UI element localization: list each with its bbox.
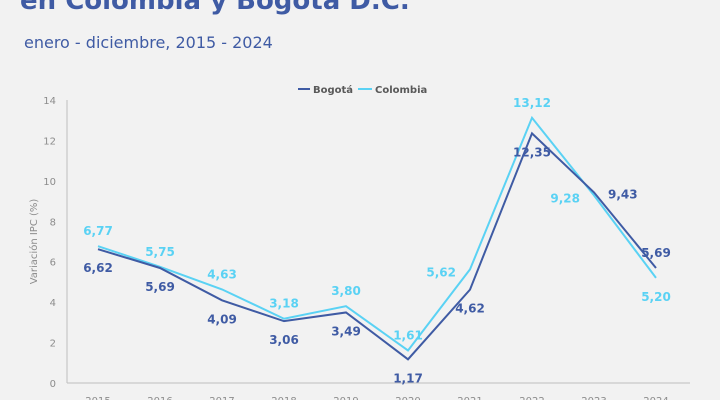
y-tick-label: 0 — [50, 379, 56, 390]
x-tick-label: 2022 — [519, 396, 544, 400]
legend-label-bogota: Bogotá — [313, 84, 353, 96]
data-label-colombia: 13,12 — [513, 96, 551, 110]
x-tick-label: 2018 — [271, 396, 296, 400]
y-tick-label: 2 — [50, 339, 56, 350]
data-label-colombia: 1,61 — [393, 328, 423, 342]
y-tick-label: 14 — [43, 96, 56, 107]
y-axis-title: Variación IPC (%) — [28, 199, 40, 285]
data-label-colombia: 3,80 — [331, 284, 361, 298]
y-tick-label: 10 — [43, 177, 56, 188]
data-label-bogota: 12,35 — [513, 145, 551, 159]
data-label-bogota: 6,62 — [83, 261, 113, 275]
x-tick-label: 2017 — [209, 396, 234, 400]
series-line-colombia — [97, 115, 657, 352]
data-label-bogota: 5,69 — [145, 280, 175, 294]
legend-label-colombia: Colombia — [375, 85, 427, 96]
data-label-colombia: 5,75 — [145, 245, 175, 259]
x-tick-label: 2024 — [643, 396, 668, 400]
chart-title: en Colombia y Bogotá D.C. — [20, 0, 410, 16]
data-label-colombia: 5,20 — [641, 290, 671, 304]
data-label-bogota: 1,17 — [393, 371, 423, 385]
data-label-bogota: 5,69 — [641, 246, 671, 260]
data-label-colombia: 9,28 — [550, 191, 580, 205]
data-label-bogota: 3,49 — [331, 324, 361, 338]
y-tick-label: 6 — [50, 258, 56, 269]
data-label-colombia: 6,77 — [83, 224, 113, 238]
y-tick-label: 4 — [50, 298, 56, 309]
y-tick-label: 8 — [50, 217, 56, 228]
data-label-bogota: 4,62 — [455, 302, 485, 316]
data-label-bogota: 4,09 — [207, 312, 237, 326]
data-label-colombia: 4,63 — [207, 267, 237, 281]
data-label-bogota: 9,43 — [608, 187, 638, 201]
series-line-bogota — [97, 131, 657, 361]
x-tick-label: 2023 — [581, 396, 606, 400]
x-tick-label: 2021 — [457, 396, 482, 400]
y-tick-label: 12 — [43, 136, 56, 147]
data-label-colombia: 5,62 — [426, 265, 456, 279]
data-label-bogota: 3,06 — [269, 333, 299, 347]
data-label-colombia: 3,18 — [269, 297, 299, 311]
x-tick-label: 2016 — [147, 396, 172, 400]
x-tick-label: 2020 — [395, 396, 420, 400]
x-tick-label: 2015 — [85, 396, 110, 400]
chart-subtitle: enero - diciembre, 2015 - 2024 — [24, 33, 273, 52]
x-tick-label: 2019 — [333, 396, 358, 400]
